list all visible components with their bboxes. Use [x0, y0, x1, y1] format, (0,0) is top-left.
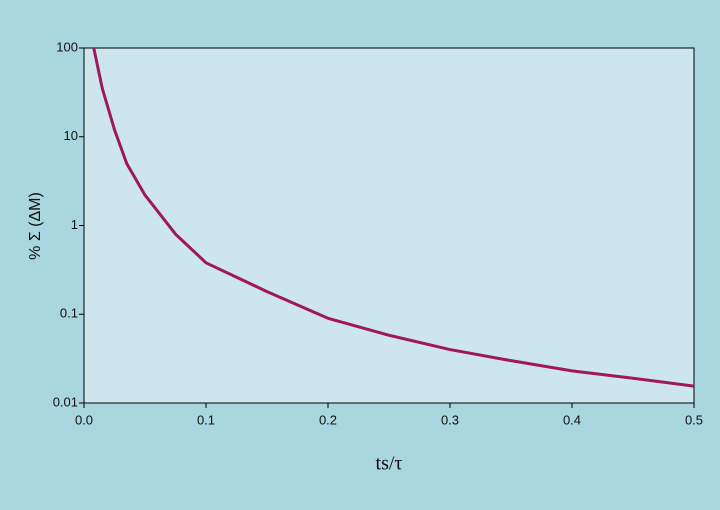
- x-tick-label: 0.3: [441, 412, 459, 427]
- x-tick-label: 0.4: [563, 412, 581, 427]
- x-axis-label: ts/τ: [376, 453, 403, 475]
- y-axis-label: % Σ (ΔM): [27, 192, 44, 260]
- y-tick-label: 100: [56, 39, 78, 54]
- y-tick-label: 10: [64, 128, 78, 143]
- x-tick-label: 0.1: [197, 412, 215, 427]
- x-tick-label: 0.2: [319, 412, 337, 427]
- x-tick-label: 0.0: [75, 412, 93, 427]
- plot-area: [83, 47, 695, 404]
- y-tick-label: 1: [71, 217, 78, 232]
- y-tick-label: 0.1: [60, 306, 78, 321]
- line: [92, 47, 695, 388]
- x-tick-label: 0.5: [685, 412, 703, 427]
- y-tick-label: 0.01: [53, 394, 78, 409]
